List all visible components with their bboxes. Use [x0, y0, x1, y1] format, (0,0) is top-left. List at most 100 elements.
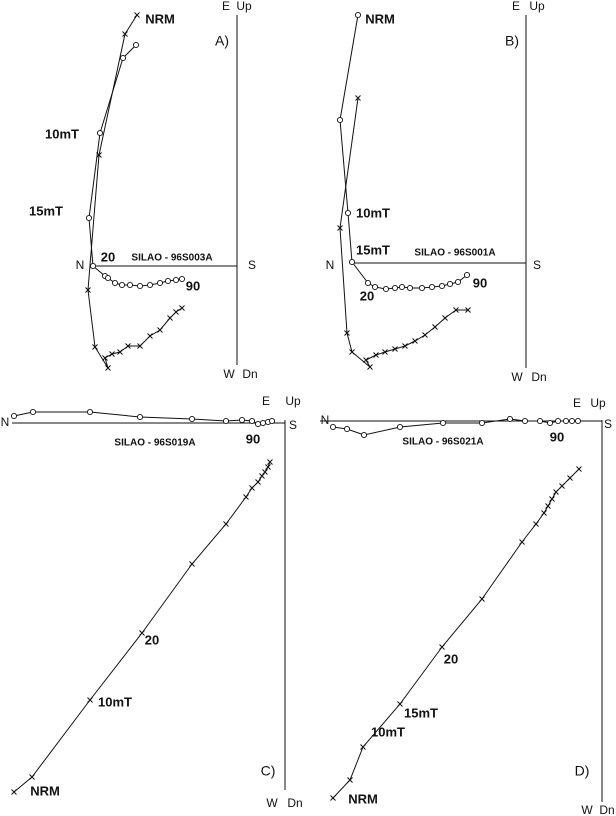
vertical-projection-point: [478, 419, 486, 427]
vertical-projection-point: [238, 416, 246, 424]
vertical-projection-point: [521, 417, 529, 425]
vertical-projection-point: [172, 276, 180, 284]
demagnetization-step-label: 20: [101, 249, 115, 264]
horizontal-projection-point: [392, 346, 398, 352]
vertical-projection-line: [339, 14, 468, 290]
horizontal-projection-point: [367, 364, 373, 370]
vertical-projection-point: [248, 417, 256, 425]
demagnetization-step-label: 90: [246, 431, 260, 446]
demagnetization-step-label: 10mT: [45, 126, 79, 141]
axis-direction-label: S: [248, 258, 256, 272]
horizontal-projection-point: [373, 352, 379, 358]
vertical-projection-point: [371, 283, 379, 291]
zijderveld-panel: E Up N S W Dn C) SILAO - 96S019A NRM 10mT 20 90: [1, 394, 303, 810]
horizontal-projection-point: [137, 343, 143, 349]
horizontal-projection-point: [553, 489, 559, 495]
vertical-projection-point: [156, 279, 164, 287]
horizontal-projection-point: [465, 307, 471, 313]
panel-label: B): [505, 33, 519, 49]
vertical-projection-point: [146, 281, 154, 289]
axis-direction-label: Dn: [531, 370, 546, 384]
vertical-projection-point: [89, 262, 97, 270]
demagnetization-step-label: 10mT: [356, 205, 390, 220]
vertical-projection-point: [132, 41, 140, 49]
vertical-projection-point: [382, 285, 390, 293]
horizontal-projection-point: [87, 697, 93, 703]
vertical-projection-point: [454, 278, 462, 286]
horizontal-projection-line: [13, 461, 271, 793]
demagnetization-step-label: 15mT: [404, 705, 438, 720]
horizontal-projection-point: [344, 330, 350, 336]
horizontal-projection-point: [422, 332, 428, 338]
horizontal-projection-point: [223, 521, 229, 527]
axis-direction-label: W: [223, 367, 235, 381]
vertical-projection-point: [268, 417, 276, 425]
axis-direction-label: Up: [236, 0, 252, 13]
zijderveld-panel: E Up N S W Dn A) SILAO - 96S003A NRM 10mT 15mT 20 90: [29, 0, 258, 381]
vertical-projection-point: [396, 423, 404, 431]
vertical-projection-point: [354, 11, 362, 19]
sample-name: SILAO - 96S001A: [414, 248, 495, 259]
vertical-projection-point: [562, 417, 570, 425]
horizontal-projection-point: [360, 744, 366, 750]
axis-direction-label: E: [512, 0, 520, 13]
demagnetization-step-label: 20: [360, 288, 374, 303]
horizontal-projection-point: [519, 539, 525, 545]
vertical-projection-point: [554, 417, 562, 425]
axis-direction-label: Dn: [287, 796, 302, 810]
vertical-projection-point: [536, 417, 544, 425]
sample-name: SILAO - 96S003A: [131, 253, 212, 264]
vertical-projection-point: [222, 417, 230, 425]
horizontal-projection-point: [125, 343, 131, 349]
axis-direction-label: Dn: [599, 803, 614, 816]
demagnetization-step-label: NRM: [365, 11, 395, 26]
horizontal-projection-point: [117, 349, 123, 355]
vertical-projection-point: [506, 415, 514, 423]
horizontal-projection-point: [189, 561, 195, 567]
vertical-projection-point: [29, 408, 37, 416]
horizontal-projection-point: [412, 338, 418, 344]
axis-direction-label: Dn: [242, 367, 257, 381]
axis-direction-label: W: [511, 370, 523, 384]
axis-direction-label: Up: [529, 0, 545, 13]
axis-direction-label: S: [289, 418, 297, 432]
vertical-projection-point: [254, 420, 262, 428]
vertical-projection-point: [360, 431, 368, 439]
vertical-projection-point: [119, 54, 127, 62]
vertical-projection-point: [10, 412, 18, 420]
demagnetization-step-label: NRM: [145, 11, 175, 26]
horizontal-projection-point: [533, 521, 539, 527]
demagnetization-step-label: 20: [444, 651, 458, 666]
horizontal-projection-point: [92, 344, 98, 350]
vertical-projection-point: [188, 415, 196, 423]
horizontal-projection-point: [442, 315, 448, 321]
horizontal-projection-point: [167, 315, 173, 321]
horizontal-projection-point: [249, 485, 255, 491]
horizontal-projection-point: [179, 305, 185, 311]
horizontal-projection-point: [265, 464, 271, 470]
horizontal-projection-point: [355, 95, 361, 101]
vertical-projection-line: [13, 411, 273, 425]
horizontal-projection-point: [439, 644, 445, 650]
vertical-projection-point: [164, 277, 172, 285]
vertical-projection-point: [428, 283, 436, 291]
horizontal-projection-point: [479, 596, 485, 602]
vertical-projection-point: [574, 417, 582, 425]
vertical-projection-point: [136, 282, 144, 290]
vertical-projection-point: [546, 419, 554, 427]
vertical-projection-point: [104, 274, 112, 282]
demagnetization-step-label: 90: [473, 275, 487, 290]
horizontal-projection-point: [347, 777, 353, 783]
vertical-projection-point: [336, 116, 344, 124]
horizontal-projection-point: [259, 473, 265, 479]
axis-direction-label: N: [321, 413, 330, 427]
axis-direction-label: S: [533, 258, 541, 272]
horizontal-projection-point: [105, 365, 111, 371]
panel-label: A): [215, 33, 229, 49]
horizontal-projection-point: [397, 701, 403, 707]
horizontal-projection-point: [243, 494, 249, 500]
vertical-projection-point: [568, 417, 576, 425]
vertical-projection-point: [406, 284, 414, 292]
horizontal-projection-point: [363, 357, 369, 363]
vertical-projection-point: [111, 279, 119, 287]
